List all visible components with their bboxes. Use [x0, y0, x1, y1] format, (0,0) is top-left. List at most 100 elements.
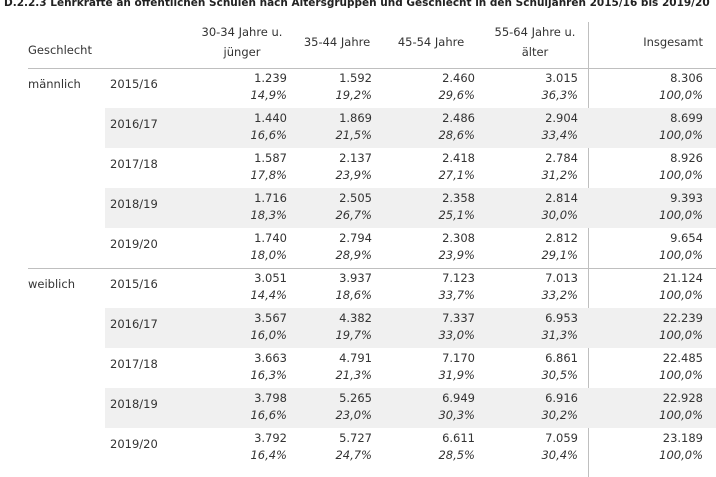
group-label: weiblich	[28, 277, 75, 291]
share-cell: 23,9%	[438, 248, 475, 262]
header-cell: 30-34 Jahre u. jünger	[201, 25, 283, 59]
share-cell: 18,3%	[250, 208, 287, 222]
count-cell: 3.798	[254, 391, 287, 405]
share-cell: 18,6%	[335, 288, 372, 302]
count-cell: 8.926	[670, 151, 703, 165]
share-cell: 24,7%	[335, 448, 372, 462]
count-cell: 2.794	[339, 231, 372, 245]
share-cell: 100,0%	[659, 168, 703, 182]
count-cell: 1.587	[254, 151, 287, 165]
count-cell: 8.306	[670, 71, 703, 85]
count-cell: 9.654	[670, 231, 703, 245]
count-cell: 2.358	[442, 191, 475, 205]
header-cell: 35-44 Jahre	[303, 35, 371, 49]
share-cell: 36,3%	[541, 88, 578, 102]
count-cell: 5.727	[339, 431, 372, 445]
year-cell: 2018/19	[110, 397, 158, 411]
count-cell: 4.382	[339, 311, 372, 325]
share-cell: 100,0%	[659, 88, 703, 102]
share-cell: 30,5%	[541, 368, 578, 382]
count-cell: 1.592	[339, 71, 372, 85]
count-cell: 2.460	[442, 71, 475, 85]
share-cell: 31,9%	[438, 368, 475, 382]
year-cell: 2016/17	[110, 117, 158, 131]
share-cell: 25,1%	[438, 208, 475, 222]
share-cell: 31,2%	[541, 168, 578, 182]
count-cell: 22.485	[662, 351, 703, 365]
year-cell: 2019/20	[110, 437, 158, 451]
header-cell: 55-64 Jahre u. älter	[494, 25, 576, 59]
share-cell: 19,7%	[335, 328, 372, 342]
year-cell: 2018/19	[110, 197, 158, 211]
count-cell: 3.792	[254, 431, 287, 445]
share-cell: 30,2%	[541, 408, 578, 422]
share-cell: 30,4%	[541, 448, 578, 462]
share-cell: 27,1%	[438, 168, 475, 182]
count-cell: 23.189	[662, 431, 703, 445]
count-cell: 7.013	[545, 271, 578, 285]
count-cell: 1.239	[254, 71, 287, 85]
header-cell: Insgesamt	[643, 35, 703, 49]
share-cell: 100,0%	[659, 448, 703, 462]
count-cell: 1.716	[254, 191, 287, 205]
share-cell: 19,2%	[335, 88, 372, 102]
share-cell: 26,7%	[335, 208, 372, 222]
share-cell: 29,6%	[438, 88, 475, 102]
share-cell: 18,0%	[250, 248, 287, 262]
year-cell: 2019/20	[110, 237, 158, 251]
share-cell: 17,8%	[250, 168, 287, 182]
share-cell: 100,0%	[659, 368, 703, 382]
table-title: D.2.2.3 Lehrkräfte an öffentlichen Schul…	[4, 0, 710, 9]
share-cell: 33,7%	[438, 288, 475, 302]
row-shade	[105, 308, 716, 348]
share-cell: 14,4%	[250, 288, 287, 302]
share-cell: 16,4%	[250, 448, 287, 462]
share-cell: 100,0%	[659, 248, 703, 262]
year-cell: 2015/16	[110, 277, 158, 291]
count-cell: 5.265	[339, 391, 372, 405]
rule	[28, 68, 716, 69]
share-cell: 29,1%	[541, 248, 578, 262]
count-cell: 2.505	[339, 191, 372, 205]
year-cell: 2015/16	[110, 77, 158, 91]
year-cell: 2017/18	[110, 357, 158, 371]
rule	[588, 22, 589, 477]
count-cell: 22.239	[662, 311, 703, 325]
rule	[28, 268, 716, 269]
count-cell: 1.440	[254, 111, 287, 125]
row-shade	[105, 188, 716, 228]
share-cell: 21,3%	[335, 368, 372, 382]
header-cell: Geschlecht	[28, 43, 92, 57]
year-cell: 2016/17	[110, 317, 158, 331]
share-cell: 23,9%	[335, 168, 372, 182]
count-cell: 2.308	[442, 231, 475, 245]
share-cell: 23,0%	[335, 408, 372, 422]
year-cell: 2017/18	[110, 157, 158, 171]
count-cell: 9.393	[670, 191, 703, 205]
share-cell: 28,6%	[438, 128, 475, 142]
share-cell: 100,0%	[659, 288, 703, 302]
count-cell: 3.015	[545, 71, 578, 85]
share-cell: 16,6%	[250, 408, 287, 422]
share-cell: 21,5%	[335, 128, 372, 142]
share-cell: 28,5%	[438, 448, 475, 462]
count-cell: 6.953	[545, 311, 578, 325]
share-cell: 30,3%	[438, 408, 475, 422]
count-cell: 6.861	[545, 351, 578, 365]
count-cell: 3.567	[254, 311, 287, 325]
group-label: männlich	[28, 77, 81, 91]
share-cell: 30,0%	[541, 208, 578, 222]
count-cell: 21.124	[662, 271, 703, 285]
count-cell: 1.869	[339, 111, 372, 125]
header-cell: 45-54 Jahre	[397, 35, 465, 49]
count-cell: 4.791	[339, 351, 372, 365]
count-cell: 7.123	[442, 271, 475, 285]
count-cell: 3.663	[254, 351, 287, 365]
count-cell: 2.904	[545, 111, 578, 125]
share-cell: 16,3%	[250, 368, 287, 382]
row-shade	[105, 108, 716, 148]
count-cell: 7.059	[545, 431, 578, 445]
count-cell: 2.812	[545, 231, 578, 245]
share-cell: 28,9%	[335, 248, 372, 262]
